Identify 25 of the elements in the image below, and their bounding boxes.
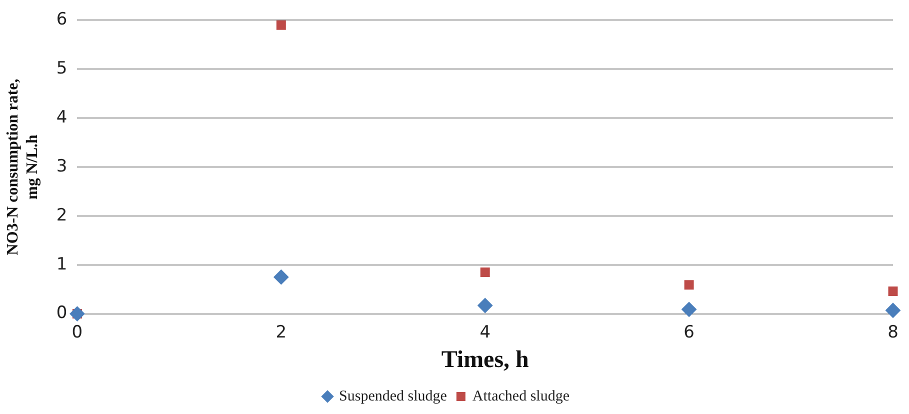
- point: [276, 20, 286, 30]
- point: [684, 280, 694, 290]
- y-tick-label: 4: [56, 107, 68, 128]
- legend-label: Suspended sludge: [339, 388, 448, 404]
- point: [478, 298, 493, 313]
- point: [70, 306, 85, 322]
- legend-label: Attached sludge: [472, 388, 570, 404]
- y-tick-label: 1: [56, 254, 68, 274]
- x-tick-label: 6: [684, 322, 694, 342]
- point: [886, 302, 900, 318]
- y-tick-label: 5: [56, 58, 68, 79]
- x-axis-title: Times, h: [441, 346, 529, 373]
- x-tick-label: 0: [72, 322, 83, 342]
- x-tick-label: 8: [888, 322, 898, 342]
- y-axis-title: NO3-N consumption rate, mg N/L.h: [4, 78, 41, 256]
- y-tick-label: 2: [56, 205, 68, 226]
- x-tick-label: 2: [276, 322, 287, 342]
- point: [888, 286, 898, 296]
- point: [682, 302, 697, 317]
- point: [274, 270, 289, 285]
- x-tick-label: 4: [480, 322, 491, 342]
- y-tick-label: 0: [56, 303, 68, 324]
- point: [480, 267, 490, 277]
- y-tick-label: 3: [56, 156, 68, 176]
- y-tick-label: 6: [56, 10, 68, 30]
